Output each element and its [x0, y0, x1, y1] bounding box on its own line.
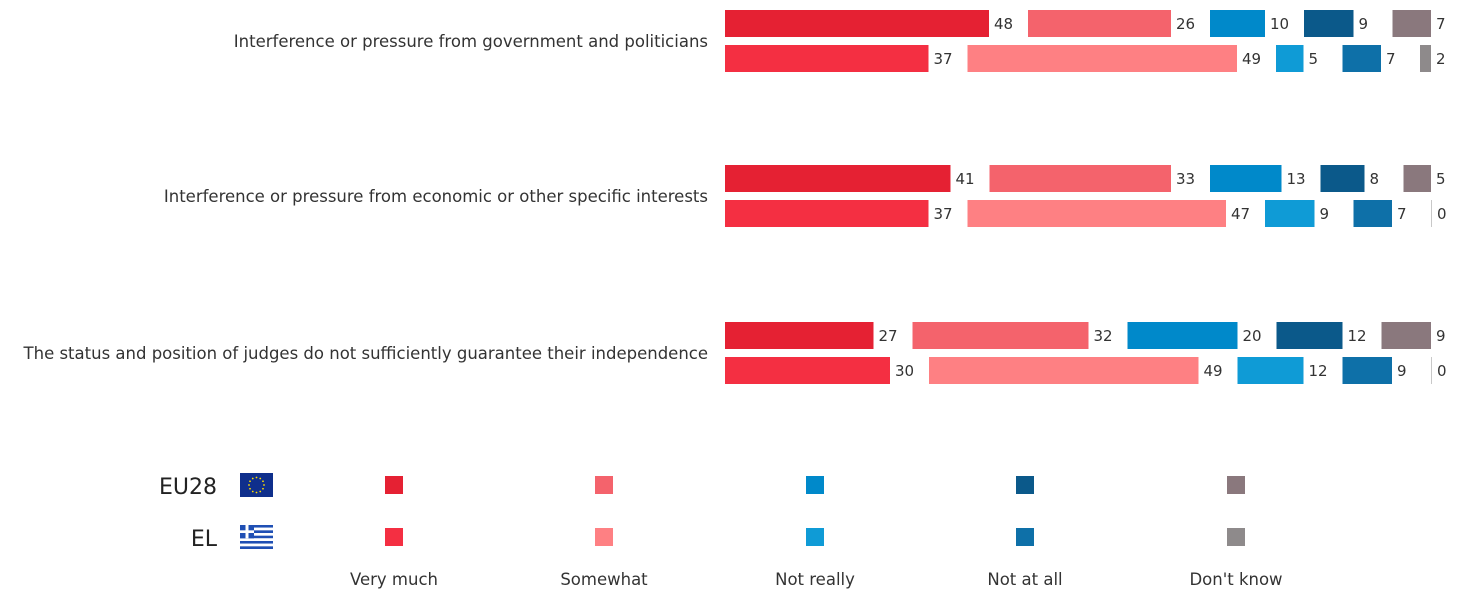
data-label: 13: [1287, 170, 1306, 188]
bar-eu28-don-t-know: [1403, 165, 1431, 192]
bar-eu28-not-really: [1127, 322, 1238, 349]
bar-eu28-don-t-know: [1392, 10, 1431, 37]
bar-el-not-really: [1237, 357, 1304, 384]
data-label: 48: [994, 15, 1013, 33]
bar-eu28-not-at-all: [1320, 165, 1365, 192]
data-label: 7: [1397, 205, 1407, 223]
bar-eu28-somewhat: [912, 322, 1089, 349]
data-label: 0: [1437, 362, 1447, 380]
legend-swatch: [1016, 476, 1034, 494]
bar-el-very-much: [725, 357, 890, 384]
data-label: 33: [1176, 170, 1195, 188]
bar-eu28-somewhat: [989, 165, 1171, 192]
data-label: 5: [1309, 50, 1319, 68]
bar-eu28-not-at-all: [1304, 10, 1354, 37]
bar-el-don-t-know: [1431, 357, 1432, 384]
bar-el-somewhat: [929, 357, 1199, 384]
legend-swatch: [595, 476, 613, 494]
data-label: 12: [1309, 362, 1328, 380]
data-label: 41: [956, 170, 975, 188]
legend-swatch: [806, 528, 824, 546]
category-labels: Interference or pressure from government…: [23, 32, 708, 363]
greece-flag-icon: [240, 525, 273, 549]
data-label: 32: [1094, 327, 1113, 345]
bar-eu28-not-really: [1210, 10, 1265, 37]
bar-eu28-very-much: [725, 322, 874, 349]
legend-group-label: EU28: [159, 475, 217, 500]
category-label: Interference or pressure from government…: [234, 32, 708, 51]
bar-el-not-really: [1276, 45, 1304, 72]
data-label: 7: [1386, 50, 1396, 68]
data-label: 12: [1348, 327, 1367, 345]
data-label: 49: [1204, 362, 1223, 380]
bar-el-not-at-all: [1342, 45, 1381, 72]
data-label: 9: [1359, 15, 1369, 33]
bars: 48 26 10 9 737 49 5 7 241 33 13 8 537 47 9 7 027 32 20 12 93…: [725, 10, 1447, 384]
bar-eu28-not-really: [1210, 165, 1282, 192]
legend-group-label: EL: [191, 527, 218, 552]
data-label: 2: [1436, 50, 1446, 68]
legend-series-label: Not at all: [987, 570, 1062, 589]
legend-swatch: [385, 528, 403, 546]
data-label: 9: [1320, 205, 1330, 223]
data-label: 0: [1437, 205, 1447, 223]
bar-el-not-really: [1265, 200, 1315, 227]
legend-series-label: Somewhat: [560, 570, 648, 589]
data-label: 37: [934, 205, 953, 223]
bar-el-somewhat: [967, 45, 1237, 72]
category-label: The status and position of judges do not…: [23, 344, 708, 363]
data-label: 26: [1176, 15, 1195, 33]
legend-series-label: Not really: [775, 570, 855, 589]
bar-el-not-at-all: [1342, 357, 1392, 384]
data-label: 30: [895, 362, 914, 380]
legend-swatch: [806, 476, 824, 494]
bar-el-very-much: [725, 45, 929, 72]
data-label: 8: [1370, 170, 1380, 188]
bar-el-don-t-know: [1420, 45, 1431, 72]
data-label: 47: [1231, 205, 1250, 223]
data-label: 49: [1242, 50, 1261, 68]
bar-eu28-somewhat: [1028, 10, 1171, 37]
bar-el-very-much: [725, 200, 929, 227]
legend-swatch: [1227, 528, 1245, 546]
legend-series-label: Don't know: [1189, 570, 1282, 589]
bar-el-don-t-know: [1431, 200, 1432, 227]
legend: EU28 EL Very much Somewhat Not really Not at …: [159, 473, 1283, 589]
legend-swatch: [595, 528, 613, 546]
data-label: 27: [879, 327, 898, 345]
eu-flag-icon: [240, 473, 273, 497]
data-label: 10: [1270, 15, 1289, 33]
bar-eu28-don-t-know: [1381, 322, 1431, 349]
legend-swatch: [1227, 476, 1245, 494]
bar-eu28-very-much: [725, 10, 989, 37]
data-label: 7: [1436, 15, 1446, 33]
bar-el-not-at-all: [1353, 200, 1392, 227]
legend-series-label: Very much: [350, 570, 438, 589]
data-label: 5: [1436, 170, 1446, 188]
legend-swatch: [1016, 528, 1034, 546]
bar-eu28-not-at-all: [1276, 322, 1343, 349]
legend-swatch: [385, 476, 403, 494]
data-label: 9: [1397, 362, 1407, 380]
data-label: 20: [1243, 327, 1262, 345]
data-label: 9: [1436, 327, 1446, 345]
bar-eu28-very-much: [725, 165, 951, 192]
data-label: 37: [934, 50, 953, 68]
bar-el-somewhat: [967, 200, 1226, 227]
category-label: Interference or pressure from economic o…: [164, 187, 708, 206]
